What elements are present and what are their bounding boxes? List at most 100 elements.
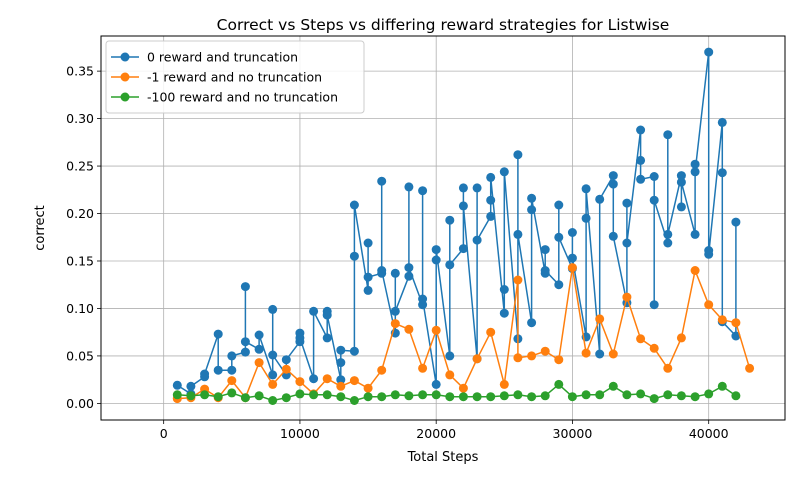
data-point	[363, 285, 373, 295]
data-point	[608, 179, 618, 189]
data-point	[390, 390, 400, 400]
data-point	[676, 177, 686, 187]
data-point	[717, 315, 727, 325]
data-point	[336, 381, 346, 391]
data-point	[486, 195, 496, 205]
data-point	[567, 263, 577, 273]
data-point	[431, 325, 441, 335]
data-point	[704, 300, 714, 310]
data-point	[458, 201, 468, 211]
x-tick-label: 20000	[416, 426, 456, 441]
data-point	[717, 381, 727, 391]
data-point	[445, 215, 455, 225]
data-point	[595, 390, 605, 400]
data-point	[418, 294, 428, 304]
data-point	[690, 266, 700, 275]
data-point	[704, 47, 714, 57]
x-axis-label: Total Steps	[407, 450, 479, 465]
data-point	[268, 379, 278, 389]
data-point	[458, 244, 468, 254]
data-point	[445, 351, 455, 361]
legend-label: -100 reward and no truncation	[147, 90, 338, 105]
data-point	[513, 390, 523, 400]
data-point	[554, 379, 564, 389]
data-point	[240, 393, 250, 403]
legend-box	[105, 40, 365, 114]
data-point	[418, 363, 428, 373]
data-point	[431, 245, 441, 255]
data-point	[227, 388, 237, 398]
data-point	[363, 272, 373, 282]
data-point	[731, 391, 741, 401]
data-point	[472, 392, 482, 402]
data-point	[445, 260, 455, 270]
legend-marker	[120, 52, 130, 62]
data-point	[731, 217, 741, 227]
data-point	[418, 186, 428, 196]
data-point	[717, 117, 727, 127]
data-point	[704, 389, 714, 399]
data-point	[663, 238, 673, 248]
data-point	[690, 229, 700, 239]
data-point	[281, 393, 291, 403]
x-tick-label: 30000	[553, 426, 593, 441]
data-point	[636, 334, 646, 344]
y-tick-label: 0.15	[66, 253, 94, 268]
data-point	[431, 379, 441, 389]
y-tick-label: 0.10	[66, 301, 94, 316]
data-point	[663, 363, 673, 373]
data-point	[499, 308, 509, 318]
data-point	[186, 381, 196, 391]
data-point	[636, 174, 646, 184]
chart-title: Correct vs Steps vs differing reward str…	[217, 16, 670, 34]
data-point	[540, 266, 550, 275]
data-point	[322, 310, 332, 320]
data-point	[336, 358, 346, 368]
data-point	[690, 167, 700, 177]
data-point	[608, 231, 618, 241]
data-point	[377, 365, 387, 375]
data-point	[213, 392, 223, 402]
data-point	[227, 365, 237, 375]
x-tick-label: 10000	[280, 426, 320, 441]
data-point	[213, 329, 223, 339]
data-point	[254, 391, 264, 401]
data-point	[268, 396, 278, 405]
data-point	[281, 355, 291, 365]
data-point	[622, 390, 632, 400]
data-point	[295, 333, 305, 343]
data-point	[608, 171, 618, 181]
legend-label: 0 reward and truncation	[147, 50, 298, 65]
data-point	[404, 263, 414, 273]
data-point	[295, 389, 305, 399]
data-point	[499, 167, 509, 177]
legend-marker	[120, 92, 130, 102]
y-tick-label: 0.30	[66, 111, 94, 126]
data-point	[458, 183, 468, 193]
data-point	[281, 364, 291, 374]
data-point	[404, 391, 414, 401]
data-point	[595, 314, 605, 324]
data-point	[731, 318, 741, 328]
data-point	[527, 318, 537, 328]
data-point	[567, 392, 577, 402]
legend-entry-1: -1 reward and no truncation	[111, 70, 322, 85]
data-point	[445, 392, 455, 402]
data-point	[418, 390, 428, 400]
data-point	[404, 182, 414, 192]
data-point	[458, 392, 468, 402]
legend-entry-0: 0 reward and truncation	[111, 50, 298, 65]
data-point	[540, 245, 550, 255]
data-point	[322, 390, 332, 400]
data-point	[581, 213, 591, 223]
data-point	[404, 271, 414, 281]
data-point	[499, 285, 509, 294]
data-point	[513, 150, 523, 160]
data-point	[513, 353, 523, 363]
data-point	[608, 381, 618, 391]
data-point	[622, 238, 632, 248]
data-point	[363, 238, 373, 248]
data-point	[268, 304, 278, 314]
data-point	[676, 333, 686, 343]
